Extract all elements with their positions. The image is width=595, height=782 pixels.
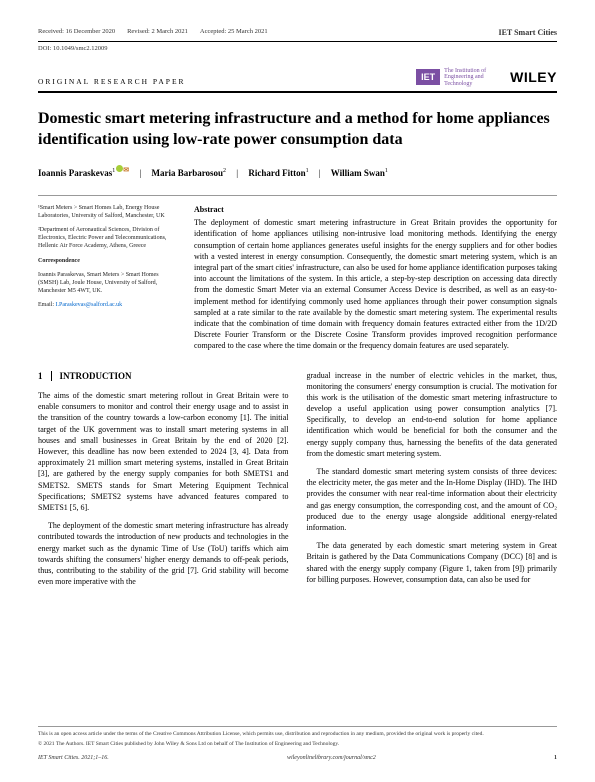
paragraph: The deployment of the domestic smart met… — [38, 520, 289, 587]
paragraph: gradual increase in the number of electr… — [307, 370, 558, 460]
body-column-right: gradual increase in the number of electr… — [307, 370, 558, 595]
author: William Swan1 — [331, 168, 388, 178]
section-heading: 1INTRODUCTION — [38, 370, 289, 383]
page-footer: This is an open access article under the… — [38, 726, 557, 762]
page-number: 1 — [554, 754, 557, 762]
iet-logo-text: The Institution of Engineering and Techn… — [444, 68, 498, 88]
orcid-icon — [116, 165, 123, 172]
author: Ioannis Paraskevas1✉ — [38, 168, 129, 178]
abstract-column: Abstract The deployment of domestic smar… — [194, 204, 557, 351]
wiley-logo: WILEY — [510, 68, 557, 87]
open-access-note: This is an open access article under the… — [38, 731, 557, 738]
paragraph: The standard domestic smart metering sys… — [307, 466, 558, 533]
body-column-left: 1INTRODUCTION The aims of the domestic s… — [38, 370, 289, 595]
abstract-heading: Abstract — [194, 204, 557, 215]
affiliation: ¹Smart Meters > Smart Homes Lab, Energy … — [38, 204, 178, 220]
author: Maria Barbarosou2 — [151, 168, 226, 178]
correspondence-head: Correspondence — [38, 257, 178, 265]
authors-list: Ioannis Paraskevas1✉ | Maria Barbarosou2… — [38, 165, 557, 179]
abstract-body: The deployment of domestic smart meterin… — [194, 217, 557, 351]
paper-type: ORIGINAL RESEARCH PAPER — [38, 77, 186, 87]
paragraph: The data generated by each domestic smar… — [307, 540, 558, 585]
copyright-note: © 2021 The Authors. IET Smart Cities pub… — [38, 741, 557, 748]
received-date: Received: 16 December 2020 — [38, 28, 115, 39]
envelope-icon: ✉ — [123, 166, 129, 175]
author: Richard Fitton1 — [248, 168, 308, 178]
body-columns: 1INTRODUCTION The aims of the domestic s… — [38, 370, 557, 595]
correspondence-body: Ioannis Paraskevas, Smart Meters > Smart… — [38, 271, 178, 295]
publisher-logos: IET The Institution of Engineering and T… — [416, 68, 557, 88]
journal-name: IET Smart Cities — [498, 28, 557, 39]
accepted-date: Accepted: 25 March 2021 — [200, 28, 268, 39]
correspondence-email: Email: I.Paraskevas@salford.ac.uk — [38, 301, 178, 309]
paragraph: The aims of the domestic smart metering … — [38, 390, 289, 513]
header-logos-row: ORIGINAL RESEARCH PAPER IET The Institut… — [38, 68, 557, 94]
affiliation: ²Department of Aeronautical Sciences, Di… — [38, 226, 178, 250]
email-link[interactable]: I.Paraskevas@salford.ac.uk — [56, 302, 123, 308]
iet-logo-mark: IET — [416, 69, 440, 85]
citation: IET Smart Cities. 2021;1–16. — [38, 754, 109, 762]
footer-bottom-row: IET Smart Cities. 2021;1–16. wileyonline… — [38, 754, 557, 762]
article-title: Domestic smart metering infrastructure a… — [38, 109, 557, 151]
submission-dates: Received: 16 December 2020 Revised: 2 Ma… — [38, 28, 557, 42]
iet-logo: IET The Institution of Engineering and T… — [416, 68, 498, 88]
revised-date: Revised: 2 March 2021 — [127, 28, 188, 39]
meta-abstract-row: ¹Smart Meters > Smart Homes Lab, Energy … — [38, 195, 557, 351]
affiliations-column: ¹Smart Meters > Smart Homes Lab, Energy … — [38, 204, 178, 351]
journal-url[interactable]: wileyonlinelibrary.com/journal/smc2 — [287, 754, 376, 762]
doi: DOI: 10.1049/smc2.12009 — [38, 45, 557, 54]
